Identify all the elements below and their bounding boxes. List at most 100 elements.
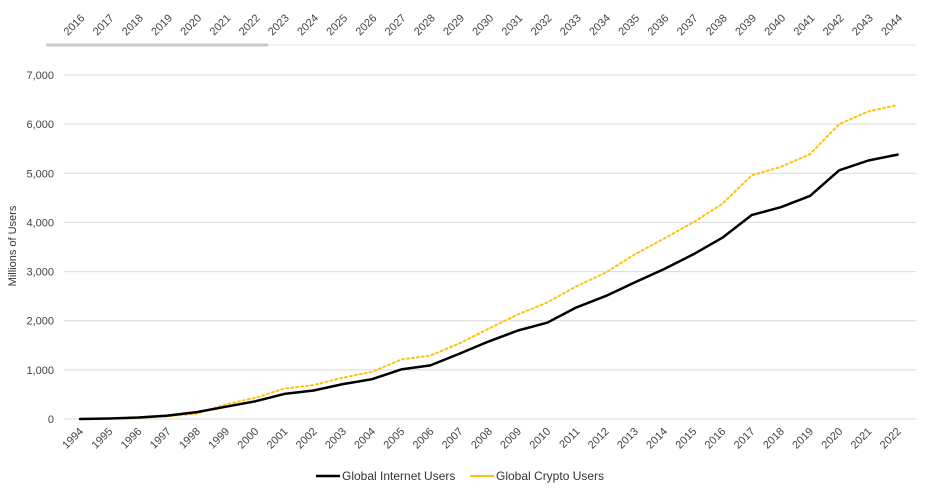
x-tick-label: 2018 [761, 426, 787, 452]
series-layer [78, 104, 899, 421]
x-tick-label: 1995 [90, 426, 116, 452]
x-tick-label: 2016 [703, 426, 729, 452]
legend-label-global-internet-users: Global Internet Users [342, 469, 455, 483]
y-tick-label: 2,000 [26, 316, 54, 328]
data-point-global-internet-users [634, 281, 636, 283]
x-tick-label: 2003 [323, 426, 349, 452]
data-point-global-crypto-users [546, 301, 548, 303]
x-tick-label: 1999 [206, 426, 232, 452]
top-x-tick-label: 2044 [879, 12, 905, 38]
x-tick-label: 1994 [60, 426, 86, 452]
top-x-tick-label: 2016 [62, 12, 88, 38]
data-point-global-crypto-users [458, 342, 460, 344]
x-tick-label: 2000 [236, 426, 262, 452]
data-point-global-internet-users [604, 295, 606, 297]
data-point-global-internet-users [838, 169, 840, 171]
top-x-axis: 2016 2017 2018 2019 2020 2021 2022 2023 2024 2025… [46, 12, 916, 47]
x-tick-label: 1997 [148, 426, 174, 452]
x-tick-label: 2009 [498, 426, 524, 452]
top-x-tick-label: 2028 [412, 12, 438, 38]
top-x-tick-label: 2039 [733, 12, 759, 38]
x-tick-label: 2013 [615, 426, 641, 452]
top-x-tick-label: 2025 [324, 12, 350, 38]
top-x-tick-label: 2027 [383, 12, 409, 38]
data-point-global-crypto-users [283, 387, 285, 389]
top-x-tick-label: 2036 [646, 12, 672, 38]
data-point-global-internet-users [283, 393, 285, 395]
data-point-global-internet-users [254, 400, 256, 402]
data-point-global-internet-users [896, 153, 898, 155]
data-point-global-crypto-users [634, 253, 636, 255]
x-tick-label: 2015 [674, 426, 700, 452]
data-point-global-internet-users [721, 236, 723, 238]
top-x-tick-label: 2021 [208, 12, 234, 38]
y-tick-label: 0 [48, 414, 54, 426]
top-x-tick-label: 2041 [792, 12, 818, 38]
top-x-tick-label: 2024 [295, 12, 321, 38]
data-point-global-crypto-users [225, 403, 227, 405]
data-point-global-internet-users [780, 206, 782, 208]
top-x-tick-label: 2030 [470, 12, 496, 38]
data-point-global-internet-users [342, 383, 344, 385]
y-tick-label: 7,000 [26, 70, 54, 82]
top-x-tick-label: 2038 [704, 12, 730, 38]
x-tick-label: 2002 [294, 426, 320, 452]
data-point-global-internet-users [458, 352, 460, 354]
data-point-global-crypto-users [750, 174, 752, 176]
y-tick-label: 3,000 [26, 267, 54, 279]
y-axis-title: Millions of Users [7, 205, 19, 286]
top-x-tick-label: 2017 [91, 12, 117, 38]
data-point-global-internet-users [663, 268, 665, 270]
y-tick-label: 6,000 [26, 119, 54, 131]
data-point-global-crypto-users [488, 327, 490, 329]
data-point-global-crypto-users [342, 377, 344, 379]
data-point-global-internet-users [488, 340, 490, 342]
data-point-global-crypto-users [371, 371, 373, 373]
x-tick-label: 2008 [469, 426, 495, 452]
data-point-global-internet-users [371, 378, 373, 380]
x-tick-label: 2001 [265, 426, 291, 452]
top-x-tick-label: 2037 [675, 12, 701, 38]
data-point-global-crypto-users [400, 358, 402, 360]
top-x-tick-label: 2029 [441, 12, 467, 38]
legend-label-global-crypto-users: Global Crypto Users [496, 469, 604, 483]
top-x-tick-label: 2043 [850, 12, 876, 38]
series-line-global-internet-users [78, 153, 899, 421]
legend: Global Internet Users Global Crypto User… [316, 469, 604, 483]
data-point-global-crypto-users [721, 203, 723, 205]
data-point-global-internet-users [692, 253, 694, 255]
data-point-global-internet-users [809, 195, 811, 197]
data-point-global-crypto-users [575, 285, 577, 287]
data-point-global-crypto-users [312, 384, 314, 386]
x-tick-label: 2020 [820, 426, 846, 452]
x-tick-label: 2005 [382, 426, 408, 452]
top-x-tick-label: 2035 [616, 12, 642, 38]
data-point-global-crypto-users [604, 271, 606, 273]
data-point-global-internet-users [196, 411, 198, 413]
x-tick-label: 2011 [557, 426, 582, 451]
top-x-tick-label: 2026 [354, 12, 380, 38]
data-point-global-crypto-users [780, 166, 782, 168]
data-point-global-internet-users [400, 368, 402, 370]
x-tick-label: 2022 [878, 426, 904, 452]
data-point-global-internet-users [867, 159, 869, 161]
x-tick-label: 2007 [440, 426, 466, 452]
x-tick-label: 2012 [586, 426, 612, 452]
top-x-tick-label: 2031 [500, 12, 526, 38]
data-point-global-internet-users [575, 306, 577, 308]
top-x-tick-label: 2042 [821, 12, 847, 38]
y-axis: 0 1,000 2,000 3,000 4,000 5,000 6,000 7,000 [26, 70, 54, 426]
x-tick-label: 2019 [790, 426, 816, 452]
y-tick-label: 1,000 [26, 365, 54, 377]
data-point-global-crypto-users [254, 397, 256, 399]
data-point-global-internet-users [137, 416, 139, 418]
x-tick-label: 1998 [177, 426, 203, 452]
x-tick-label: 2010 [528, 426, 554, 452]
data-point-global-crypto-users [517, 313, 519, 315]
top-x-tick-label: 2020 [178, 12, 204, 38]
data-point-global-crypto-users [896, 104, 898, 106]
top-x-tick-label: 2034 [587, 12, 613, 38]
data-point-global-internet-users [546, 321, 548, 323]
data-point-global-crypto-users [867, 110, 869, 112]
